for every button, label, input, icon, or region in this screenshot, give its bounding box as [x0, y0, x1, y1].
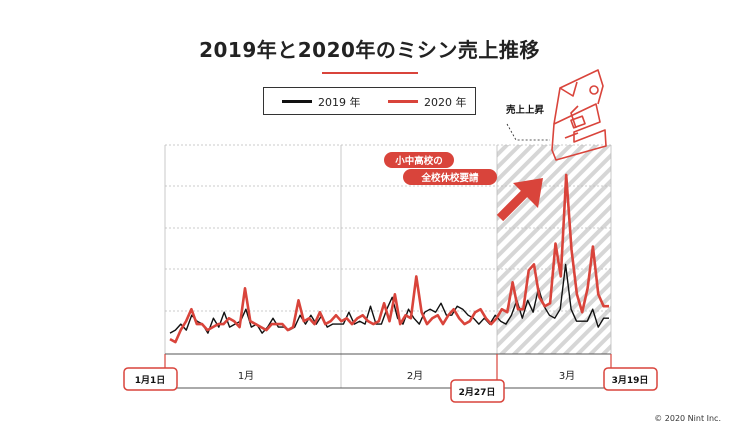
legend-swatch-2020 — [388, 100, 418, 103]
callout-pill-line2 — [403, 169, 497, 185]
start-date-badge — [123, 367, 178, 391]
legend-label-2019: 2019 年 — [318, 96, 361, 109]
start-date-label: 1月1日 — [135, 375, 166, 386]
chart-title: 2019年と2020年のミシン売上推移 — [199, 38, 540, 62]
end-date-badge — [603, 367, 658, 391]
closure-date-label: 2月27日 — [459, 387, 496, 398]
legend-swatch-2019 — [282, 100, 312, 103]
title-underline — [322, 72, 418, 74]
legend: 2019 年 2020 年 — [263, 87, 476, 115]
school-closure-callout: 小中高校の 全校休校要請 — [384, 152, 497, 185]
x-tick-label-jan: 1月 — [238, 370, 254, 382]
sewing-machine-icon — [551, 69, 607, 161]
series-line-2020 — [169, 173, 609, 344]
callout-text-line2: 全校休校要請 — [420, 172, 479, 184]
sales-rise-leader — [506, 123, 550, 141]
rising-arrow-icon — [496, 178, 543, 222]
end-date-label: 3月19日 — [612, 375, 649, 386]
legend-label-2020: 2020 年 — [424, 96, 467, 109]
x-tick-label-feb: 2月 — [407, 370, 423, 382]
callout-text-line1: 小中高校の — [394, 155, 443, 167]
closure-date-badge — [450, 379, 505, 403]
month-dividers — [164, 145, 612, 388]
x-tick-label-mar: 3月 — [559, 370, 575, 382]
callout-pill-line1 — [384, 152, 454, 168]
sales-rise-label: 売上上昇 — [506, 104, 545, 116]
series-layer — [169, 173, 609, 344]
copyright-notice: © 2020 Nint Inc. — [654, 414, 721, 423]
series-line-2019 — [169, 263, 609, 334]
